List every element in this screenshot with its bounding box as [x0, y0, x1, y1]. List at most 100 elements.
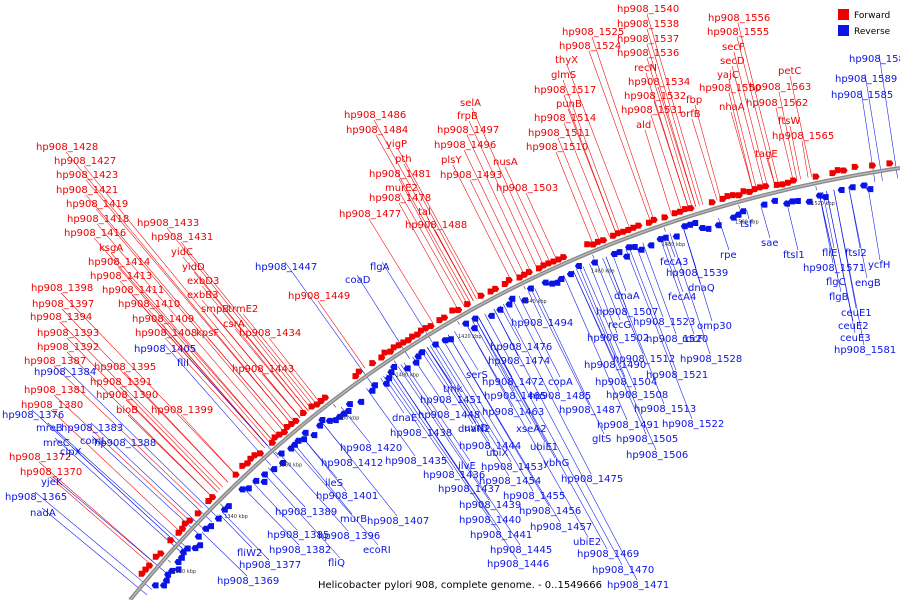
- reverse-gene-connector: [427, 347, 510, 477]
- reverse-gene-label: omp30: [697, 321, 732, 332]
- forward-gene-label: hp908_1391: [90, 377, 152, 388]
- forward-gene-connector: [96, 223, 279, 437]
- reverse-gene-connector: [746, 209, 750, 220]
- reverse-gene-connector: [302, 437, 347, 492]
- forward-gene-arrow: [167, 537, 175, 544]
- forward-gene-arrow: [209, 494, 217, 501]
- tick-label: 1340 kbp: [224, 514, 248, 520]
- tick-mark: [393, 360, 397, 365]
- reverse-gene-arrow: [496, 306, 504, 313]
- reverse-gene-label: tmk: [443, 384, 463, 395]
- reverse-gene-arrow: [446, 336, 454, 343]
- reverse-gene-label: ilvE: [458, 461, 476, 472]
- forward-gene-label: nusA: [493, 157, 518, 168]
- forward-gene-connector: [317, 300, 366, 369]
- reverse-gene-arrow: [431, 341, 439, 348]
- reverse-gene-label: fliQ: [328, 558, 345, 569]
- reverse-gene-arrow: [260, 471, 268, 478]
- forward-gene-label: secF: [722, 42, 745, 53]
- forward-gene-arrow: [886, 160, 894, 167]
- forward-gene-connector: [166, 227, 312, 410]
- forward-gene-connector: [368, 218, 434, 324]
- forward-gene-arrow: [525, 269, 533, 276]
- reverse-gene-arrow: [414, 353, 422, 360]
- reverse-gene-label: hp908_1485: [529, 391, 591, 402]
- forward-gene-connector: [644, 129, 672, 215]
- reverse-gene-arrow: [278, 460, 286, 467]
- reverse-gene-arrow: [260, 478, 268, 485]
- reverse-gene-label: ubiE2: [573, 537, 601, 548]
- forward-gene-label: hp908_1486: [344, 110, 406, 121]
- reverse-gene-connector: [188, 357, 279, 459]
- forward-gene-connector: [242, 313, 317, 405]
- forward-gene-label: hp908_1565: [772, 131, 834, 142]
- forward-gene-arrow: [505, 277, 513, 284]
- gene-labels: hp908_1540 hp908_1538 hp908_1537 hp908_1536…: [2, 4, 900, 591]
- reverse-gene-label: hp908_1490: [584, 360, 646, 371]
- reverse-gene-label: ceuE1: [841, 308, 872, 319]
- forward-gene-label: hp908_1514: [534, 113, 596, 124]
- forward-gene-arrow: [829, 170, 837, 177]
- reverse-gene-connector: [366, 388, 416, 457]
- reverse-gene-arrow: [793, 198, 801, 205]
- forward-gene-connector: [83, 165, 295, 423]
- forward-gene-label: tagE: [755, 149, 778, 160]
- reverse-gene-arrow: [788, 198, 796, 205]
- reverse-gene-arrow: [357, 398, 365, 405]
- forward-gene-label: hp908_1370: [20, 467, 82, 478]
- reverse-gene-connector: [252, 481, 298, 531]
- reverse-gene-connector: [391, 370, 501, 531]
- reverse-gene-label: hp908_1581: [834, 345, 896, 356]
- reverse-gene-arrow: [672, 233, 680, 240]
- reverse-gene-connector: [502, 303, 592, 475]
- reverse-gene-connector: [441, 338, 534, 492]
- forward-gene-arrow: [449, 307, 457, 314]
- forward-gene-label: fbp: [686, 95, 702, 106]
- forward-gene-label: ald: [636, 120, 651, 131]
- reverse-gene-arrow: [837, 187, 845, 194]
- forward-gene-label: hp908_1477: [339, 209, 401, 220]
- reverse-gene-connector: [534, 288, 605, 435]
- reverse-gene-arrow: [194, 533, 202, 540]
- reverse-gene-arrow: [541, 279, 549, 286]
- reverse-gene-label: hp908_1396: [318, 531, 380, 542]
- forward-gene-arrow: [251, 452, 259, 459]
- tick-label: 1440 kbp: [523, 299, 547, 305]
- reverse-gene-arrow: [370, 382, 378, 389]
- reverse-gene-arrow: [714, 222, 722, 229]
- forward-gene-label: tal: [418, 207, 431, 218]
- reverse-gene-label: ubiX: [486, 448, 508, 459]
- reverse-gene-connector: [628, 247, 677, 371]
- reverse-gene-arrow: [630, 244, 638, 251]
- forward-gene-label: hp908_1536: [617, 48, 679, 59]
- reverse-gene-connector: [397, 366, 490, 501]
- reverse-gene-connector: [625, 248, 693, 420]
- reverse-gene-connector: [221, 511, 270, 561]
- reverse-gene-arrow: [526, 285, 534, 292]
- reverse-gene-connector: [878, 53, 898, 179]
- forward-gene-connector: [801, 140, 809, 178]
- reverse-gene-label: hp908_1522: [662, 419, 724, 430]
- forward-gene-label: hp908_1511: [528, 128, 590, 139]
- reverse-gene-arrow: [691, 220, 699, 227]
- reverse-gene-arrow: [403, 365, 411, 372]
- forward-gene-label: punB: [556, 99, 582, 110]
- reverse-gene-label: hp908_1571: [803, 263, 865, 274]
- reverse-gene-arrow: [866, 186, 874, 193]
- forward-gene-label: hp908_1418: [67, 214, 129, 225]
- forward-gene-connector: [93, 237, 274, 442]
- reverse-gene-connector: [493, 308, 638, 581]
- reverse-gene-label: hp908_1508: [606, 390, 668, 401]
- reverse-gene-label: hp908_1521: [646, 370, 708, 381]
- forward-gene-connector: [66, 351, 213, 498]
- reverse-gene-arrow: [783, 200, 791, 207]
- reverse-gene-connector: [383, 376, 421, 429]
- forward-gene-arrow: [751, 186, 759, 193]
- forward-gene-connector: [268, 337, 320, 403]
- reverse-gene-arrow: [418, 349, 426, 356]
- reverse-gene-arrow: [637, 246, 645, 253]
- forward-gene-label: frpB: [457, 111, 478, 122]
- reverse-gene-label: hp908_1589: [835, 74, 897, 85]
- reverse-gene-connector: [447, 334, 561, 523]
- reverse-gene-label: flgA: [370, 262, 390, 273]
